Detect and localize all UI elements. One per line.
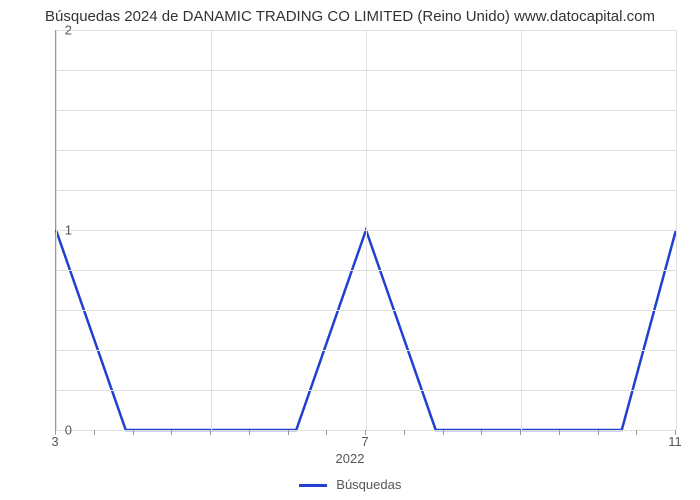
grid-line-v: [676, 30, 677, 430]
legend-label: Búsquedas: [336, 477, 401, 492]
grid-line-v-minor: [521, 30, 522, 430]
plot-area: [55, 30, 676, 431]
x-minor-tick: [443, 430, 444, 435]
x-tick-label: 3: [51, 434, 58, 449]
x-minor-tick: [636, 430, 637, 435]
grid-line-v: [56, 30, 57, 430]
x-minor-tick: [133, 430, 134, 435]
x-minor-tick: [404, 430, 405, 435]
x-minor-tick: [94, 430, 95, 435]
x-tick-label: 11: [668, 434, 682, 449]
x-minor-tick: [249, 430, 250, 435]
x-minor-tick: [598, 430, 599, 435]
chart-title: Búsquedas 2024 de DANAMIC TRADING CO LIM…: [0, 8, 700, 25]
grid-line-h: [56, 430, 676, 431]
x-minor-tick: [365, 430, 366, 435]
x-minor-tick: [675, 430, 676, 435]
x-minor-tick: [210, 430, 211, 435]
x-tick-label: 7: [361, 434, 368, 449]
legend: Búsquedas: [0, 477, 700, 492]
y-tick-label: 2: [65, 23, 72, 38]
grid-line-v: [366, 30, 367, 430]
x-minor-tick: [481, 430, 482, 435]
x-minor-tick: [559, 430, 560, 435]
chart-container: Búsquedas 2024 de DANAMIC TRADING CO LIM…: [0, 0, 700, 500]
x-minor-tick: [288, 430, 289, 435]
legend-swatch: [299, 484, 327, 487]
grid-line-v-minor: [211, 30, 212, 430]
x-minor-tick: [171, 430, 172, 435]
x-minor-tick: [55, 430, 56, 435]
x-minor-tick: [326, 430, 327, 435]
x-minor-tick: [520, 430, 521, 435]
y-tick-label: 1: [65, 223, 72, 238]
x-axis-label: 2022: [0, 451, 700, 466]
y-tick-label: 0: [65, 423, 72, 438]
